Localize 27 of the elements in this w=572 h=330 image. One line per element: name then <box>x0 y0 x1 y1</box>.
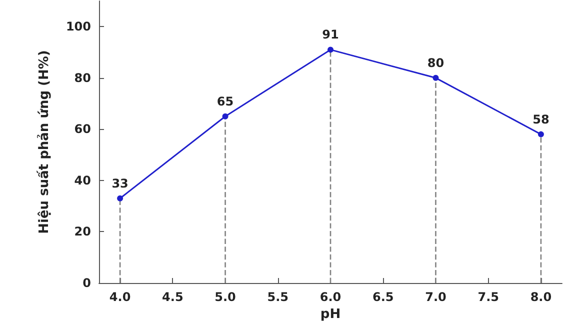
x-tick-label: 6.0 <box>320 290 342 304</box>
x-tick-label: 7.0 <box>425 290 446 304</box>
x-tick-label: 8.0 <box>530 290 552 304</box>
data-label: 33 <box>112 176 128 190</box>
x-tick-label: 5.5 <box>267 290 289 304</box>
point <box>328 46 334 53</box>
x-tick-label: 6.5 <box>372 290 394 304</box>
y-tick-label: 80 <box>74 70 91 85</box>
y-tick-label: 40 <box>74 173 91 188</box>
data-label: 91 <box>322 28 339 42</box>
x-tick-label: 7.5 <box>478 290 499 304</box>
y-axis-title: Hiệu suất phản ứng (H%) <box>36 50 52 234</box>
data-label: 58 <box>532 112 550 126</box>
y-tick-label: 100 <box>66 20 91 34</box>
point <box>432 74 439 81</box>
x-axis-title: pH <box>320 306 341 322</box>
y-tick-label: 0 <box>82 276 91 290</box>
y-tick-label: 20 <box>74 224 91 239</box>
y-tick-label: 60 <box>74 122 91 136</box>
data-label: 80 <box>427 56 444 70</box>
x-tick-label: 4.5 <box>162 290 184 304</box>
point <box>222 113 228 120</box>
x-tick-label: 5.0 <box>214 290 236 304</box>
x-tick-label: 4.0 <box>109 290 131 304</box>
point <box>538 131 544 138</box>
point <box>117 195 124 202</box>
data-label: 65 <box>216 94 234 108</box>
